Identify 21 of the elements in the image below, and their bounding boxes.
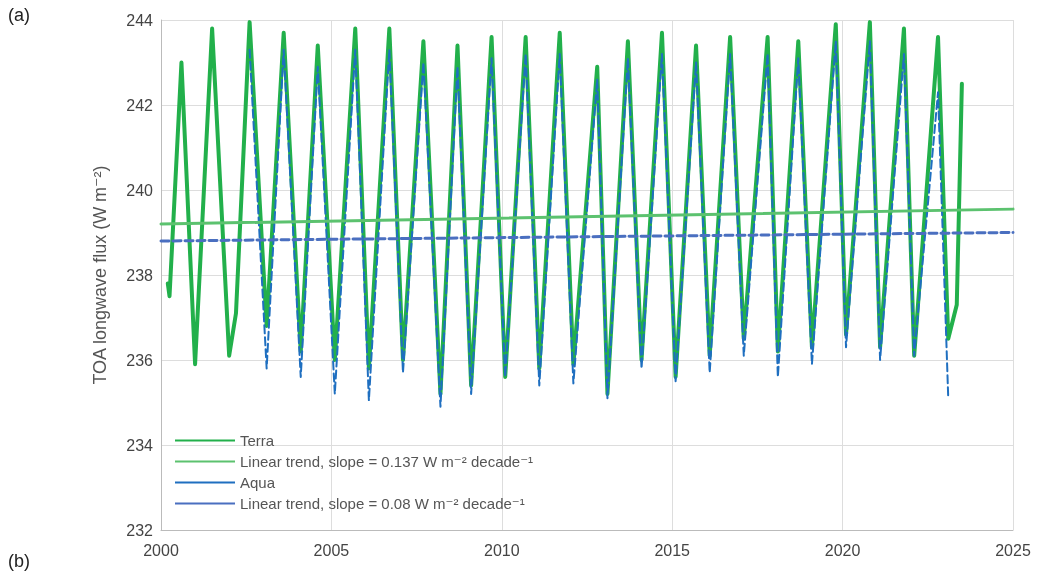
- x-tick-label: 2020: [824, 541, 861, 559]
- y-tick-label: 238: [126, 266, 154, 284]
- x-tick-label: 2010: [484, 541, 520, 559]
- y-tick-label: 232: [126, 521, 154, 539]
- legend-label: Linear trend, slope = 0.137 W m⁻² decade⁻¹: [240, 453, 534, 470]
- text: (a): [8, 5, 30, 25]
- legend-label: Linear trend, slope = 0.08 W m⁻² decade⁻¹: [240, 495, 525, 512]
- x-tick-label: 2005: [313, 541, 350, 559]
- legend-label: Terra: [240, 432, 275, 449]
- y-axis-title: TOA longwave flux (W m⁻²): [90, 165, 110, 385]
- y-tick-label: 242: [126, 96, 154, 114]
- y-tick-label: 236: [126, 351, 154, 369]
- y-tick-label: 244: [126, 11, 154, 29]
- x-tick-label: 2025: [995, 541, 1031, 559]
- x-tick-label: 2015: [654, 541, 691, 559]
- y-tick-label: 240: [126, 181, 154, 199]
- legend-label: Aqua: [240, 474, 276, 491]
- text: (b): [8, 551, 30, 571]
- x-tick-label: 2000: [143, 541, 179, 559]
- line-series: [248, 40, 950, 408]
- y-tick-label: 234: [126, 436, 154, 454]
